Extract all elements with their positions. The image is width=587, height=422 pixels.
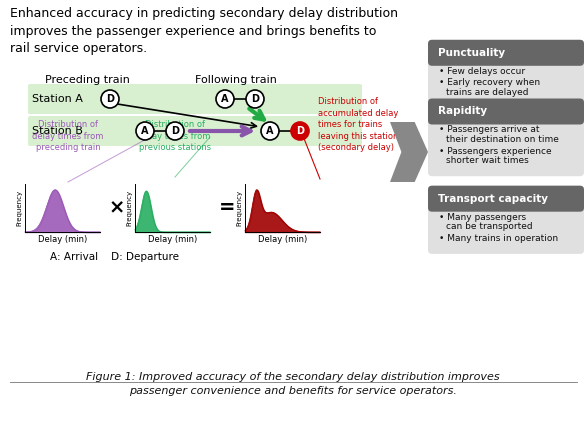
Text: Frequency: Frequency: [126, 190, 132, 226]
Text: A: A: [141, 126, 149, 136]
Bar: [245, 184, 320, 232]
FancyBboxPatch shape: [28, 84, 362, 114]
FancyBboxPatch shape: [428, 40, 584, 108]
Circle shape: [166, 122, 184, 140]
Text: D: D: [106, 94, 114, 104]
Polygon shape: [390, 122, 428, 182]
Text: A: A: [266, 126, 274, 136]
Text: Figure 1: Improved accuracy of the secondary delay distribution improves
passeng: Figure 1: Improved accuracy of the secon…: [86, 372, 500, 396]
Text: Station B: Station B: [32, 126, 83, 136]
Text: ×: ×: [109, 198, 125, 217]
Text: D: D: [171, 126, 179, 136]
Bar: [135, 184, 210, 232]
Text: Frequency: Frequency: [236, 190, 242, 226]
Text: D: D: [296, 126, 304, 136]
Text: • Early recovery when: • Early recovery when: [439, 78, 540, 87]
FancyBboxPatch shape: [428, 98, 584, 176]
Text: can be transported: can be transported: [446, 222, 532, 231]
Text: Delay (min): Delay (min): [148, 235, 197, 244]
Text: • Few delays occur: • Few delays occur: [439, 67, 525, 76]
Text: Distribution of
delay times from
previous stations: Distribution of delay times from previou…: [139, 120, 211, 152]
FancyBboxPatch shape: [428, 186, 584, 254]
Text: • Passengers experience: • Passengers experience: [439, 146, 552, 155]
Circle shape: [216, 90, 234, 108]
Text: Delay (min): Delay (min): [258, 235, 307, 244]
Circle shape: [261, 122, 279, 140]
FancyBboxPatch shape: [428, 98, 584, 124]
Text: Enhanced accuracy in predicting secondary delay distribution
improves the passen: Enhanced accuracy in predicting secondar…: [10, 7, 398, 55]
Circle shape: [246, 90, 264, 108]
Text: shorter wait times: shorter wait times: [446, 156, 529, 165]
Text: Following train: Following train: [195, 75, 277, 85]
Circle shape: [291, 122, 309, 140]
Text: A: Arrival    D: Departure: A: Arrival D: Departure: [50, 252, 179, 262]
FancyBboxPatch shape: [28, 116, 362, 146]
FancyBboxPatch shape: [428, 186, 584, 212]
Text: • Many trains in operation: • Many trains in operation: [439, 234, 558, 243]
Text: A: A: [221, 94, 229, 104]
Circle shape: [101, 90, 119, 108]
Text: Punctuality: Punctuality: [438, 48, 505, 58]
Text: Delay (min): Delay (min): [38, 235, 87, 244]
Text: • Passengers arrive at: • Passengers arrive at: [439, 125, 539, 135]
Circle shape: [136, 122, 154, 140]
Text: Distribution of
accumulated delay
times for trains
leaving this station
(seconda: Distribution of accumulated delay times …: [318, 97, 399, 152]
Text: =: =: [219, 198, 235, 217]
Text: Distribution of
delay times from
preceding train: Distribution of delay times from precedi…: [32, 120, 104, 152]
Text: trains are delayed: trains are delayed: [446, 88, 528, 97]
Text: their destination on time: their destination on time: [446, 135, 559, 144]
Text: Rapidity: Rapidity: [438, 106, 487, 116]
Text: Transport capacity: Transport capacity: [438, 194, 548, 204]
Text: D: D: [251, 94, 259, 104]
Text: Station A: Station A: [32, 94, 83, 104]
Text: Preceding train: Preceding train: [45, 75, 130, 85]
FancyBboxPatch shape: [428, 40, 584, 66]
Text: Frequency: Frequency: [16, 190, 22, 226]
Bar: [25, 184, 100, 232]
Text: • Many passengers: • Many passengers: [439, 213, 526, 222]
